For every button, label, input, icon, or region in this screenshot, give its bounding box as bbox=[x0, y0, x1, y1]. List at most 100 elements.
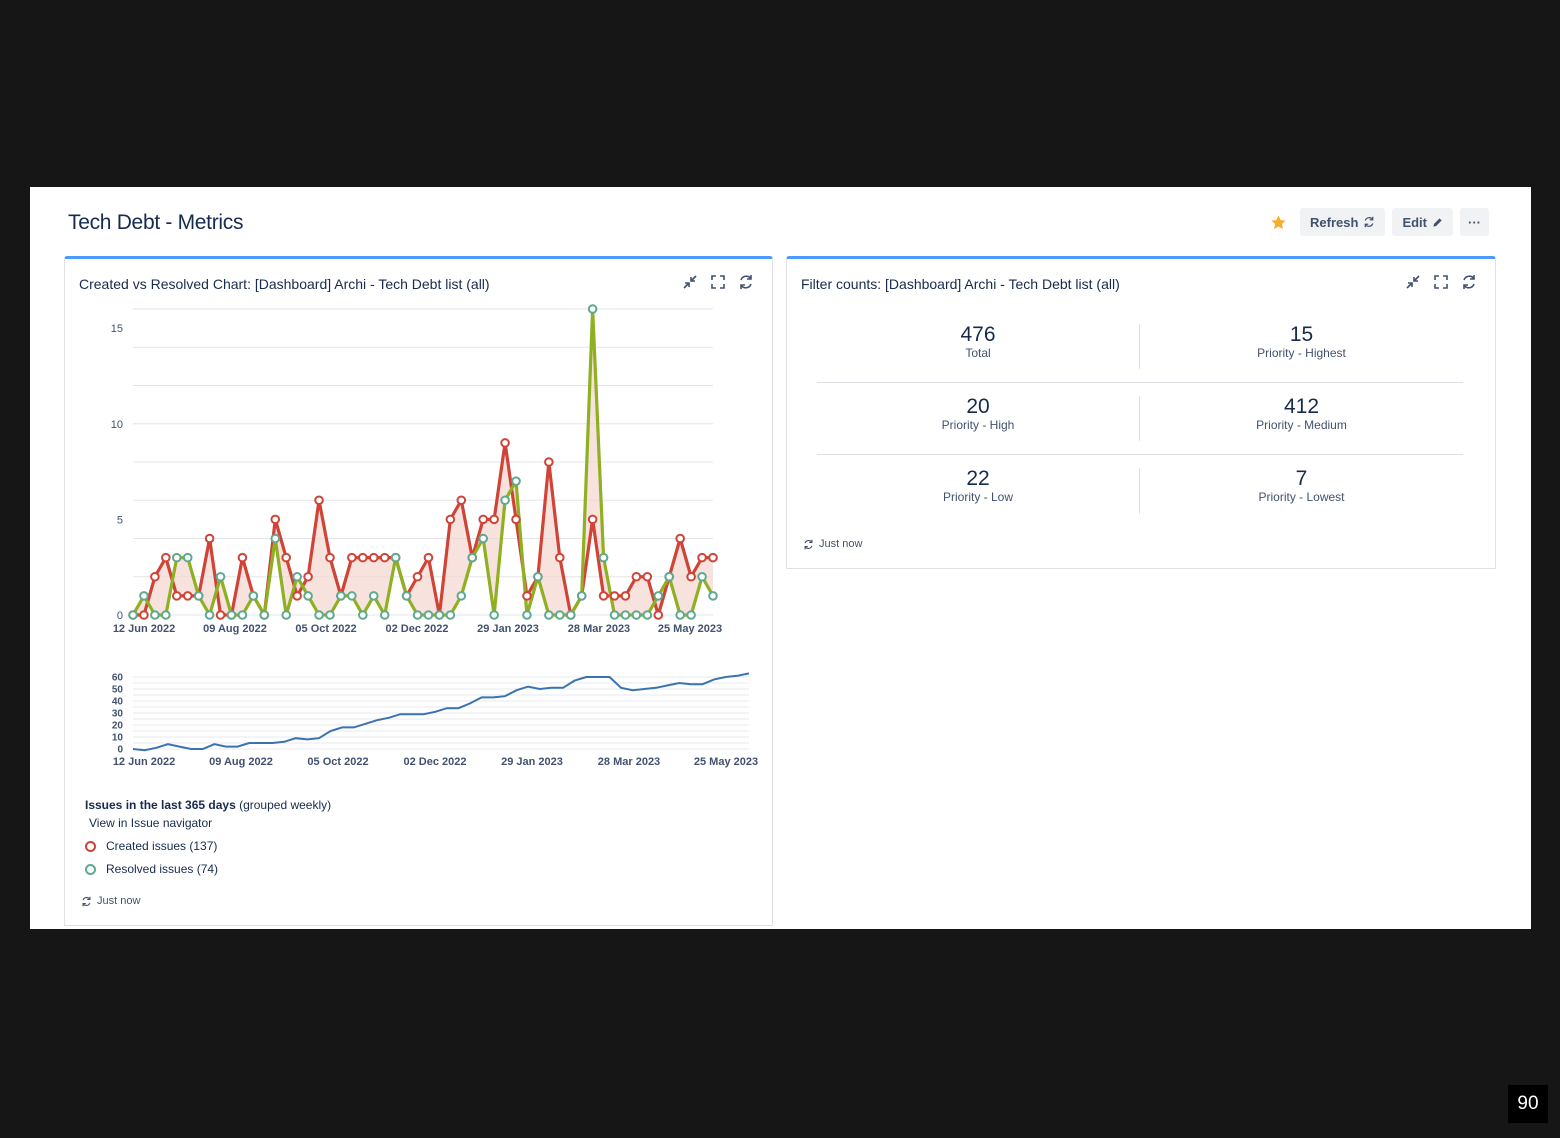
resolved-point bbox=[171, 552, 182, 563]
count-cell[interactable]: 7 Priority - Lowest bbox=[1140, 455, 1463, 527]
created-point bbox=[303, 571, 313, 582]
dashboard-title: Tech Debt - Metrics bbox=[68, 211, 244, 234]
gadget-title: Created vs Resolved Chart: [Dashboard] A… bbox=[79, 276, 490, 292]
refresh-button-label: Refresh bbox=[1310, 214, 1359, 230]
created-point bbox=[423, 552, 434, 563]
resolved-point bbox=[401, 591, 412, 601]
count-value: 22 bbox=[966, 467, 990, 490]
created-point bbox=[139, 610, 149, 620]
resolved-point bbox=[259, 610, 270, 620]
resolved-point bbox=[204, 610, 215, 620]
resolved-point bbox=[139, 591, 149, 601]
resolved-point bbox=[533, 571, 543, 582]
legend-resolved-label: Resolved issues (74) bbox=[106, 862, 219, 876]
minimize-icon[interactable] bbox=[682, 274, 698, 290]
resolved-point bbox=[456, 591, 467, 601]
resolved-point bbox=[631, 610, 642, 620]
trend-line bbox=[132, 672, 750, 752]
chart-legend: Issues in the last 365 days (grouped wee… bbox=[85, 798, 331, 876]
resolved-point bbox=[161, 610, 171, 620]
issue-navigator-link[interactable]: View in Issue navigator bbox=[89, 816, 213, 830]
counts-row: 476 Total 15 Priority - Highest bbox=[817, 311, 1463, 383]
count-value: 7 bbox=[1295, 467, 1308, 490]
count-cell[interactable]: 476 Total bbox=[817, 324, 1140, 369]
x-tick-label: 12 Jun 2022 bbox=[113, 623, 175, 635]
y-tick-label: 5 bbox=[117, 514, 123, 526]
resolved-point bbox=[554, 610, 565, 620]
fullscreen-icon[interactable] bbox=[1433, 274, 1449, 290]
created-point bbox=[182, 591, 193, 601]
count-value: 20 bbox=[966, 395, 990, 418]
count-cell[interactable]: 412 Priority - Medium bbox=[1140, 383, 1463, 454]
y-tick-label: 15 bbox=[111, 323, 123, 335]
resolved-marker-icon bbox=[85, 863, 96, 875]
resolved-point bbox=[664, 571, 675, 582]
resolved-point bbox=[467, 552, 478, 563]
count-cell[interactable]: 15 Priority - Highest bbox=[1140, 311, 1463, 382]
resolved-point bbox=[336, 591, 346, 601]
x-tick-label: 05 Oct 2022 bbox=[295, 623, 356, 635]
resolved-point bbox=[215, 571, 226, 582]
refresh-icon[interactable] bbox=[738, 274, 754, 290]
count-label: Total bbox=[965, 346, 991, 360]
created-point bbox=[445, 514, 456, 525]
legend-title: Issues in the last 365 days bbox=[85, 798, 236, 812]
fullscreen-icon[interactable] bbox=[710, 274, 726, 290]
resolved-point bbox=[412, 610, 423, 620]
star-icon[interactable] bbox=[1268, 212, 1288, 232]
created-point bbox=[412, 571, 423, 582]
resolved-point bbox=[478, 533, 488, 544]
minimize-icon[interactable] bbox=[1405, 274, 1421, 290]
created-point bbox=[489, 514, 499, 525]
created-point bbox=[314, 495, 324, 506]
resolved-point bbox=[609, 610, 620, 620]
trend-x-tick-label: 28 Mar 2023 bbox=[598, 756, 660, 768]
resolved-point bbox=[379, 610, 390, 620]
created-point bbox=[642, 571, 653, 582]
created-marker-icon bbox=[85, 840, 96, 852]
counts-row: 22 Priority - Low 7 Priority - Lowest bbox=[817, 455, 1463, 527]
resolved-point bbox=[708, 591, 718, 601]
resolved-point bbox=[314, 610, 324, 620]
resolved-point bbox=[445, 610, 456, 620]
created-point bbox=[379, 552, 390, 563]
legend-item-resolved[interactable]: Resolved issues (74) bbox=[85, 862, 331, 876]
trend-y-tick-label: 40 bbox=[112, 697, 124, 708]
trend-x-tick-label: 29 Jan 2023 bbox=[501, 756, 563, 768]
created-point bbox=[598, 591, 609, 601]
more-actions-button[interactable]: ··· bbox=[1460, 208, 1489, 236]
gadget-controls bbox=[1405, 274, 1477, 290]
resolved-point bbox=[522, 610, 532, 620]
created-point bbox=[171, 591, 182, 601]
resolved-point bbox=[489, 610, 499, 620]
gadget-controls bbox=[682, 274, 754, 290]
resolved-point bbox=[423, 610, 434, 620]
refresh-button[interactable]: Refresh bbox=[1300, 208, 1386, 236]
edit-button-label: Edit bbox=[1402, 214, 1427, 230]
gadget-footer: Just now bbox=[803, 538, 862, 550]
count-cell[interactable]: 20 Priority - High bbox=[817, 396, 1140, 441]
created-point bbox=[587, 514, 598, 525]
resolved-point bbox=[686, 610, 696, 620]
filter-counts-grid: 476 Total 15 Priority - Highest 20 Prior… bbox=[817, 311, 1463, 527]
created-point bbox=[554, 552, 565, 563]
trend-x-tick-label: 25 May 2023 bbox=[694, 756, 758, 768]
created-point bbox=[697, 552, 707, 563]
refresh-icon[interactable] bbox=[1461, 274, 1477, 290]
count-cell[interactable]: 22 Priority - Low bbox=[817, 468, 1140, 514]
resolved-point bbox=[565, 610, 576, 620]
resolved-point bbox=[576, 591, 587, 601]
resolved-point bbox=[237, 610, 248, 620]
last-updated: Just now bbox=[97, 895, 141, 907]
edit-button[interactable]: Edit bbox=[1392, 208, 1453, 236]
resolved-point bbox=[642, 610, 653, 620]
refresh-small-icon bbox=[82, 896, 91, 906]
trend-y-tick-label: 60 bbox=[112, 673, 124, 684]
trend-y-tick-label: 30 bbox=[112, 709, 124, 720]
created-point bbox=[325, 552, 335, 563]
resolved-point bbox=[248, 591, 259, 601]
created-point bbox=[511, 514, 521, 525]
resolved-point bbox=[358, 610, 368, 620]
x-tick-label: 02 Dec 2022 bbox=[386, 623, 449, 635]
legend-item-created[interactable]: Created issues (137) bbox=[85, 839, 331, 853]
